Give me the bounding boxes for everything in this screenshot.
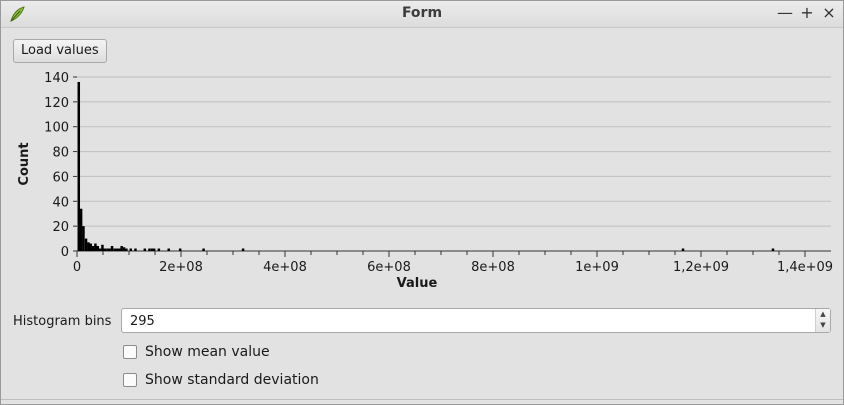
histogram-bar <box>167 248 170 251</box>
spin-up-icon[interactable]: ▲ <box>820 310 826 318</box>
y-tick-label: 100 <box>44 121 69 136</box>
histogram-bar <box>87 242 90 251</box>
y-tick-label: 120 <box>44 96 69 111</box>
histogram-bar <box>134 248 137 251</box>
y-tick-label: 60 <box>52 170 69 185</box>
show-std-checkbox[interactable] <box>123 373 137 387</box>
histogram-bar <box>148 248 151 251</box>
show-mean-checkbox[interactable] <box>123 345 137 359</box>
histogram-bar <box>96 246 99 251</box>
histogram-bar <box>143 248 147 251</box>
histogram-bar <box>241 248 245 251</box>
y-tick-label: 80 <box>52 146 69 161</box>
x-tick-label: 0 <box>73 260 81 275</box>
x-tick-label: 1,4e+09 <box>777 260 833 275</box>
load-values-button[interactable]: Load values <box>13 39 107 63</box>
histogram-bins-label: Histogram bins <box>13 314 112 329</box>
histogram-bar <box>681 248 685 251</box>
x-tick-label: 4e+08 <box>263 260 307 275</box>
title-bar[interactable]: Form — + × <box>1 1 843 28</box>
maximize-button[interactable]: + <box>800 3 814 22</box>
x-tick-label: 8e+08 <box>471 260 515 275</box>
histogram-chart: 0 20 40 60 80 100 120 140 0 2e+08 4e+08 6e+08 8e+08 1… <box>17 71 833 291</box>
histogram-bar <box>202 248 205 251</box>
histogram-bar <box>89 243 92 251</box>
histogram-bar <box>84 238 88 251</box>
histogram-bar <box>79 208 83 251</box>
qgis-leaf-icon <box>10 6 25 22</box>
histogram-bar <box>157 248 161 251</box>
histogram-bar <box>106 248 109 251</box>
histogram-bar <box>152 248 156 251</box>
histogram-bar <box>122 247 126 251</box>
x-tick-label: 1,2e+09 <box>673 260 729 275</box>
histogram-bar <box>120 246 123 251</box>
histogram-bar <box>150 248 154 251</box>
histogram-bar <box>103 248 107 251</box>
histogram-bar <box>77 81 81 251</box>
histogram-bar <box>178 248 182 251</box>
y-tick-label: 0 <box>61 245 69 260</box>
histogram-bar <box>118 248 121 251</box>
histogram-bar <box>91 246 95 251</box>
show-std-label: Show standard deviation <box>145 372 319 388</box>
spin-buttons: ▲ ▼ <box>815 309 830 332</box>
bottom-divider <box>1 399 843 400</box>
x-tick-label: 6e+08 <box>367 260 411 275</box>
x-tick-label: 1e+09 <box>575 260 619 275</box>
histogram-bins-input[interactable] <box>128 309 792 334</box>
histogram-bar <box>108 248 111 251</box>
histogram-bar <box>113 248 116 251</box>
show-mean-label: Show mean value <box>145 344 270 360</box>
histogram-bar <box>771 248 775 251</box>
histogram-bar <box>98 248 102 251</box>
close-button[interactable]: × <box>822 3 836 22</box>
y-tick-label: 40 <box>52 195 69 210</box>
histogram-bins-spinbox[interactable]: ▲ ▼ <box>121 308 831 334</box>
histogram-bar <box>94 243 97 251</box>
histogram-bar <box>110 246 114 251</box>
histogram-bar <box>82 226 85 251</box>
y-tick-label: 20 <box>52 220 69 235</box>
spin-down-icon[interactable]: ▼ <box>820 321 826 329</box>
histogram-bar <box>115 248 119 251</box>
minimize-button[interactable]: — <box>777 3 793 22</box>
window-title: Form <box>401 5 443 21</box>
histogram-bar <box>129 248 133 251</box>
x-tick-label: 2e+08 <box>159 260 203 275</box>
histogram-bar <box>125 248 128 251</box>
histogram-bar <box>101 244 104 251</box>
y-axis-title: Count <box>17 142 32 185</box>
y-tick-label: 140 <box>44 71 69 86</box>
x-axis-title: Value <box>397 276 438 291</box>
